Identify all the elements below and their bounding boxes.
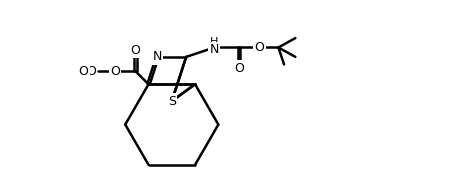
Text: O: O <box>234 62 244 75</box>
Text: O: O <box>131 44 141 57</box>
Text: O: O <box>110 65 120 78</box>
Text: O: O <box>86 65 96 78</box>
Text: N: N <box>210 43 219 56</box>
Text: N: N <box>153 50 162 63</box>
Text: O: O <box>255 41 264 54</box>
Text: S: S <box>168 95 176 108</box>
Text: O: O <box>79 65 88 78</box>
Text: H: H <box>210 37 219 47</box>
